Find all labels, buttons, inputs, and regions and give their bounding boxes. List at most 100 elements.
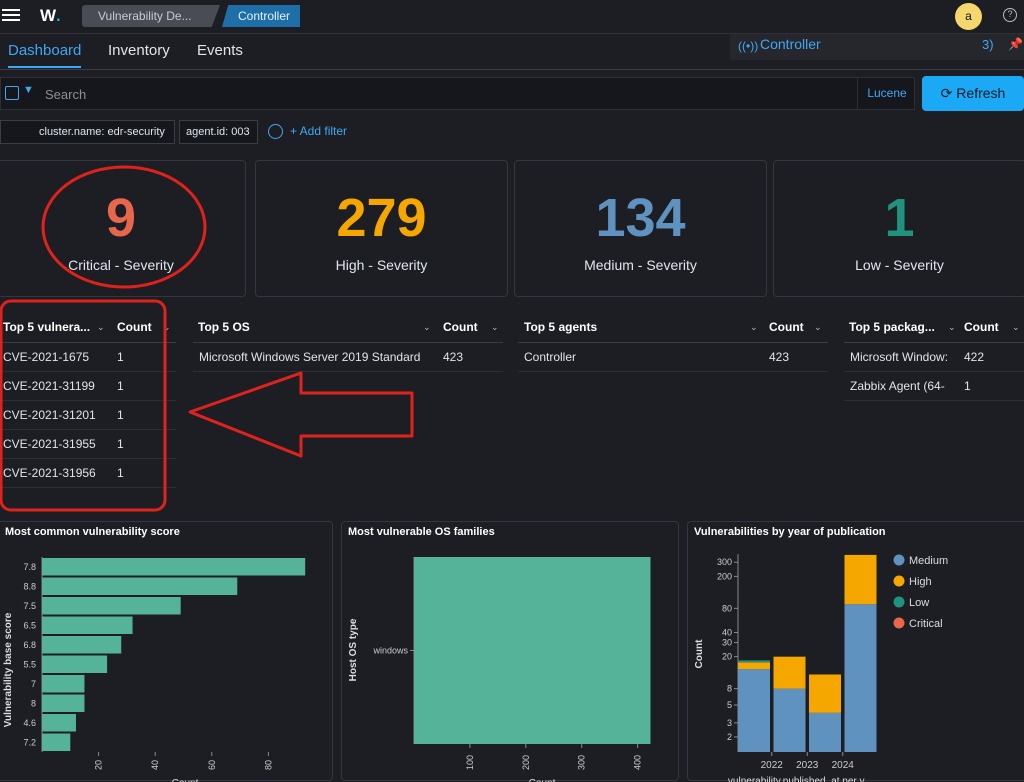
cell-count: 423 <box>769 350 790 364</box>
table-row[interactable]: CVE-2021-1675 1 <box>0 343 176 372</box>
y-tick-label: 200 <box>717 571 732 581</box>
column-header-count[interactable]: Count <box>117 320 152 334</box>
metric-label: Medium - Severity <box>584 257 697 273</box>
legend-swatch <box>893 554 905 566</box>
tab-events[interactable]: Events <box>197 42 243 59</box>
cell-term[interactable]: Controller <box>524 350 577 364</box>
column-header-agent[interactable]: Top 5 agents <box>524 320 598 334</box>
column-header-count[interactable]: Count <box>964 320 999 334</box>
bar-segment <box>844 554 877 605</box>
chevron-down-icon[interactable]: ⌄ <box>814 322 822 332</box>
y-tick-label: 8 <box>727 684 732 694</box>
agent-selector[interactable]: ((•)) Controller 3) 📌 <box>730 34 1024 60</box>
x-tick-label: 60 <box>207 760 217 770</box>
y-tick-label: 8 <box>31 698 36 708</box>
metric-value: 134 <box>595 188 686 248</box>
cell-term[interactable]: CVE-2021-31955 <box>3 437 96 451</box>
chevron-down-icon[interactable]: ⌄ <box>750 322 758 332</box>
column-header-package[interactable]: Top 5 packag... <box>849 320 935 334</box>
y-tick-label: 2 <box>727 732 732 742</box>
legend-swatch <box>893 617 905 629</box>
chevron-down-icon[interactable]: ⌄ <box>97 322 105 332</box>
table-row[interactable]: Microsoft Window: 422 <box>844 343 1024 372</box>
cell-count: 423 <box>443 350 464 364</box>
help-icon[interactable]: ? <box>1003 8 1017 22</box>
saved-query-icon[interactable] <box>5 86 19 100</box>
table-row[interactable]: CVE-2021-31956 1 <box>0 459 176 488</box>
tab-dashboard[interactable]: Dashboard <box>8 38 82 68</box>
table-row[interactable]: CVE-2021-31199 1 <box>0 372 176 401</box>
table-row[interactable]: Microsoft Windows Server 2019 Standard 42… <box>193 343 503 372</box>
metric-card-high[interactable]: 279 High - Severity <box>255 160 508 297</box>
x-axis-title: vulnerability.published_at per y... <box>728 776 872 782</box>
table-row[interactable]: Zabbix Agent (64- 1 <box>844 372 1024 401</box>
metric-label: Low - Severity <box>855 257 944 273</box>
x-tick-label: 40 <box>150 760 160 770</box>
cell-term[interactable]: Microsoft Windows Server 2019 Standard <box>199 350 421 364</box>
annotation-arrow <box>188 371 414 458</box>
table-row[interactable]: CVE-2021-31955 1 <box>0 430 176 459</box>
metric-card-critical[interactable]: 9 Critical - Severity <box>0 160 246 297</box>
refresh-button[interactable]: ⟳ Refresh <box>922 76 1024 111</box>
metric-card-low[interactable]: 1 Low - Severity <box>773 160 1024 297</box>
y-tick-label: 3 <box>727 718 732 728</box>
panel-vulnerability-score: Most common vulnerability score 7.8 8.8 7.… <box>0 521 333 782</box>
y-tick-label: windows <box>372 646 408 656</box>
chevron-down-icon[interactable]: ⌄ <box>948 322 956 332</box>
cell-term[interactable]: CVE-2021-31199 <box>3 379 95 393</box>
table-row[interactable]: CVE-2021-31201 1 <box>0 401 176 430</box>
search-bar: ▼ Lucene <box>0 77 915 110</box>
y-tick-label: 7.8 <box>23 562 36 572</box>
y-tick-label: 40 <box>722 628 732 638</box>
search-input[interactable] <box>43 82 843 106</box>
metric-value: 1 <box>884 188 915 248</box>
bar <box>42 558 306 576</box>
bar <box>42 597 181 615</box>
cell-term[interactable]: CVE-2021-31956 <box>3 466 96 480</box>
user-avatar[interactable]: a <box>955 3 982 30</box>
panel-year-publication: Vulnerabilities by year of publication 2… <box>687 521 1024 782</box>
query-language-button[interactable]: Lucene <box>857 78 916 109</box>
y-tick-label: 20 <box>722 652 732 662</box>
filter-menu-icon[interactable] <box>268 124 283 139</box>
chevron-down-icon[interactable]: ⌄ <box>491 322 499 332</box>
y-tick-label: 7 <box>31 679 36 689</box>
chevron-down-icon[interactable]: ⌄ <box>423 322 431 332</box>
metric-label: High - Severity <box>335 257 428 273</box>
chevron-down-icon[interactable]: ⌄ <box>1012 322 1020 332</box>
filter-pill-agent[interactable]: agent.id: 003 <box>179 120 258 144</box>
bar-segment <box>809 674 841 713</box>
cell-term[interactable]: CVE-2021-1675 <box>3 350 90 364</box>
column-header-os[interactable]: Top 5 OS <box>198 320 250 334</box>
table-row[interactable]: Controller 423 <box>518 343 828 372</box>
column-header-count[interactable]: Count <box>769 320 804 334</box>
cell-term[interactable]: Microsoft Window: <box>850 350 949 364</box>
cell-term[interactable]: Zabbix Agent (64- <box>850 379 945 393</box>
x-tick-label: 2023 <box>796 760 819 771</box>
cell-count: 422 <box>964 350 985 364</box>
x-tick-label: 2024 <box>832 760 855 771</box>
hamburger-menu-icon[interactable] <box>2 6 20 26</box>
bar <box>42 616 133 634</box>
add-filter-link[interactable]: + Add filter <box>290 124 348 138</box>
pin-icon[interactable]: 📌 <box>1008 37 1023 51</box>
y-tick-label: 30 <box>722 638 732 648</box>
x-tick-label: 100 <box>465 755 475 770</box>
column-header-vulnerability[interactable]: Top 5 vulnera... <box>3 320 91 334</box>
tab-bar: Dashboard Inventory Events ((•)) Control… <box>0 34 1024 70</box>
breadcrumb-vulnerability[interactable]: Vulnerability De... <box>82 5 220 27</box>
metric-card-medium[interactable]: 134 Medium - Severity <box>514 160 767 297</box>
panel-title: Most vulnerable OS families <box>348 526 495 538</box>
app-logo[interactable]: W. <box>40 6 61 25</box>
cell-term[interactable]: CVE-2021-31201 <box>3 408 96 422</box>
column-header-count[interactable]: Count <box>443 320 478 334</box>
chevron-down-icon[interactable]: ⌄ <box>163 322 171 332</box>
bar <box>42 675 85 693</box>
metric-label: Critical - Severity <box>68 257 174 273</box>
chevron-down-icon[interactable]: ▼ <box>23 84 34 96</box>
tab-inventory[interactable]: Inventory <box>108 42 170 59</box>
breadcrumb-controller[interactable]: Controller <box>222 5 300 27</box>
filter-pill-cluster[interactable]: cluster.name: edr-security <box>0 120 175 144</box>
cell-count: 1 <box>117 379 124 393</box>
